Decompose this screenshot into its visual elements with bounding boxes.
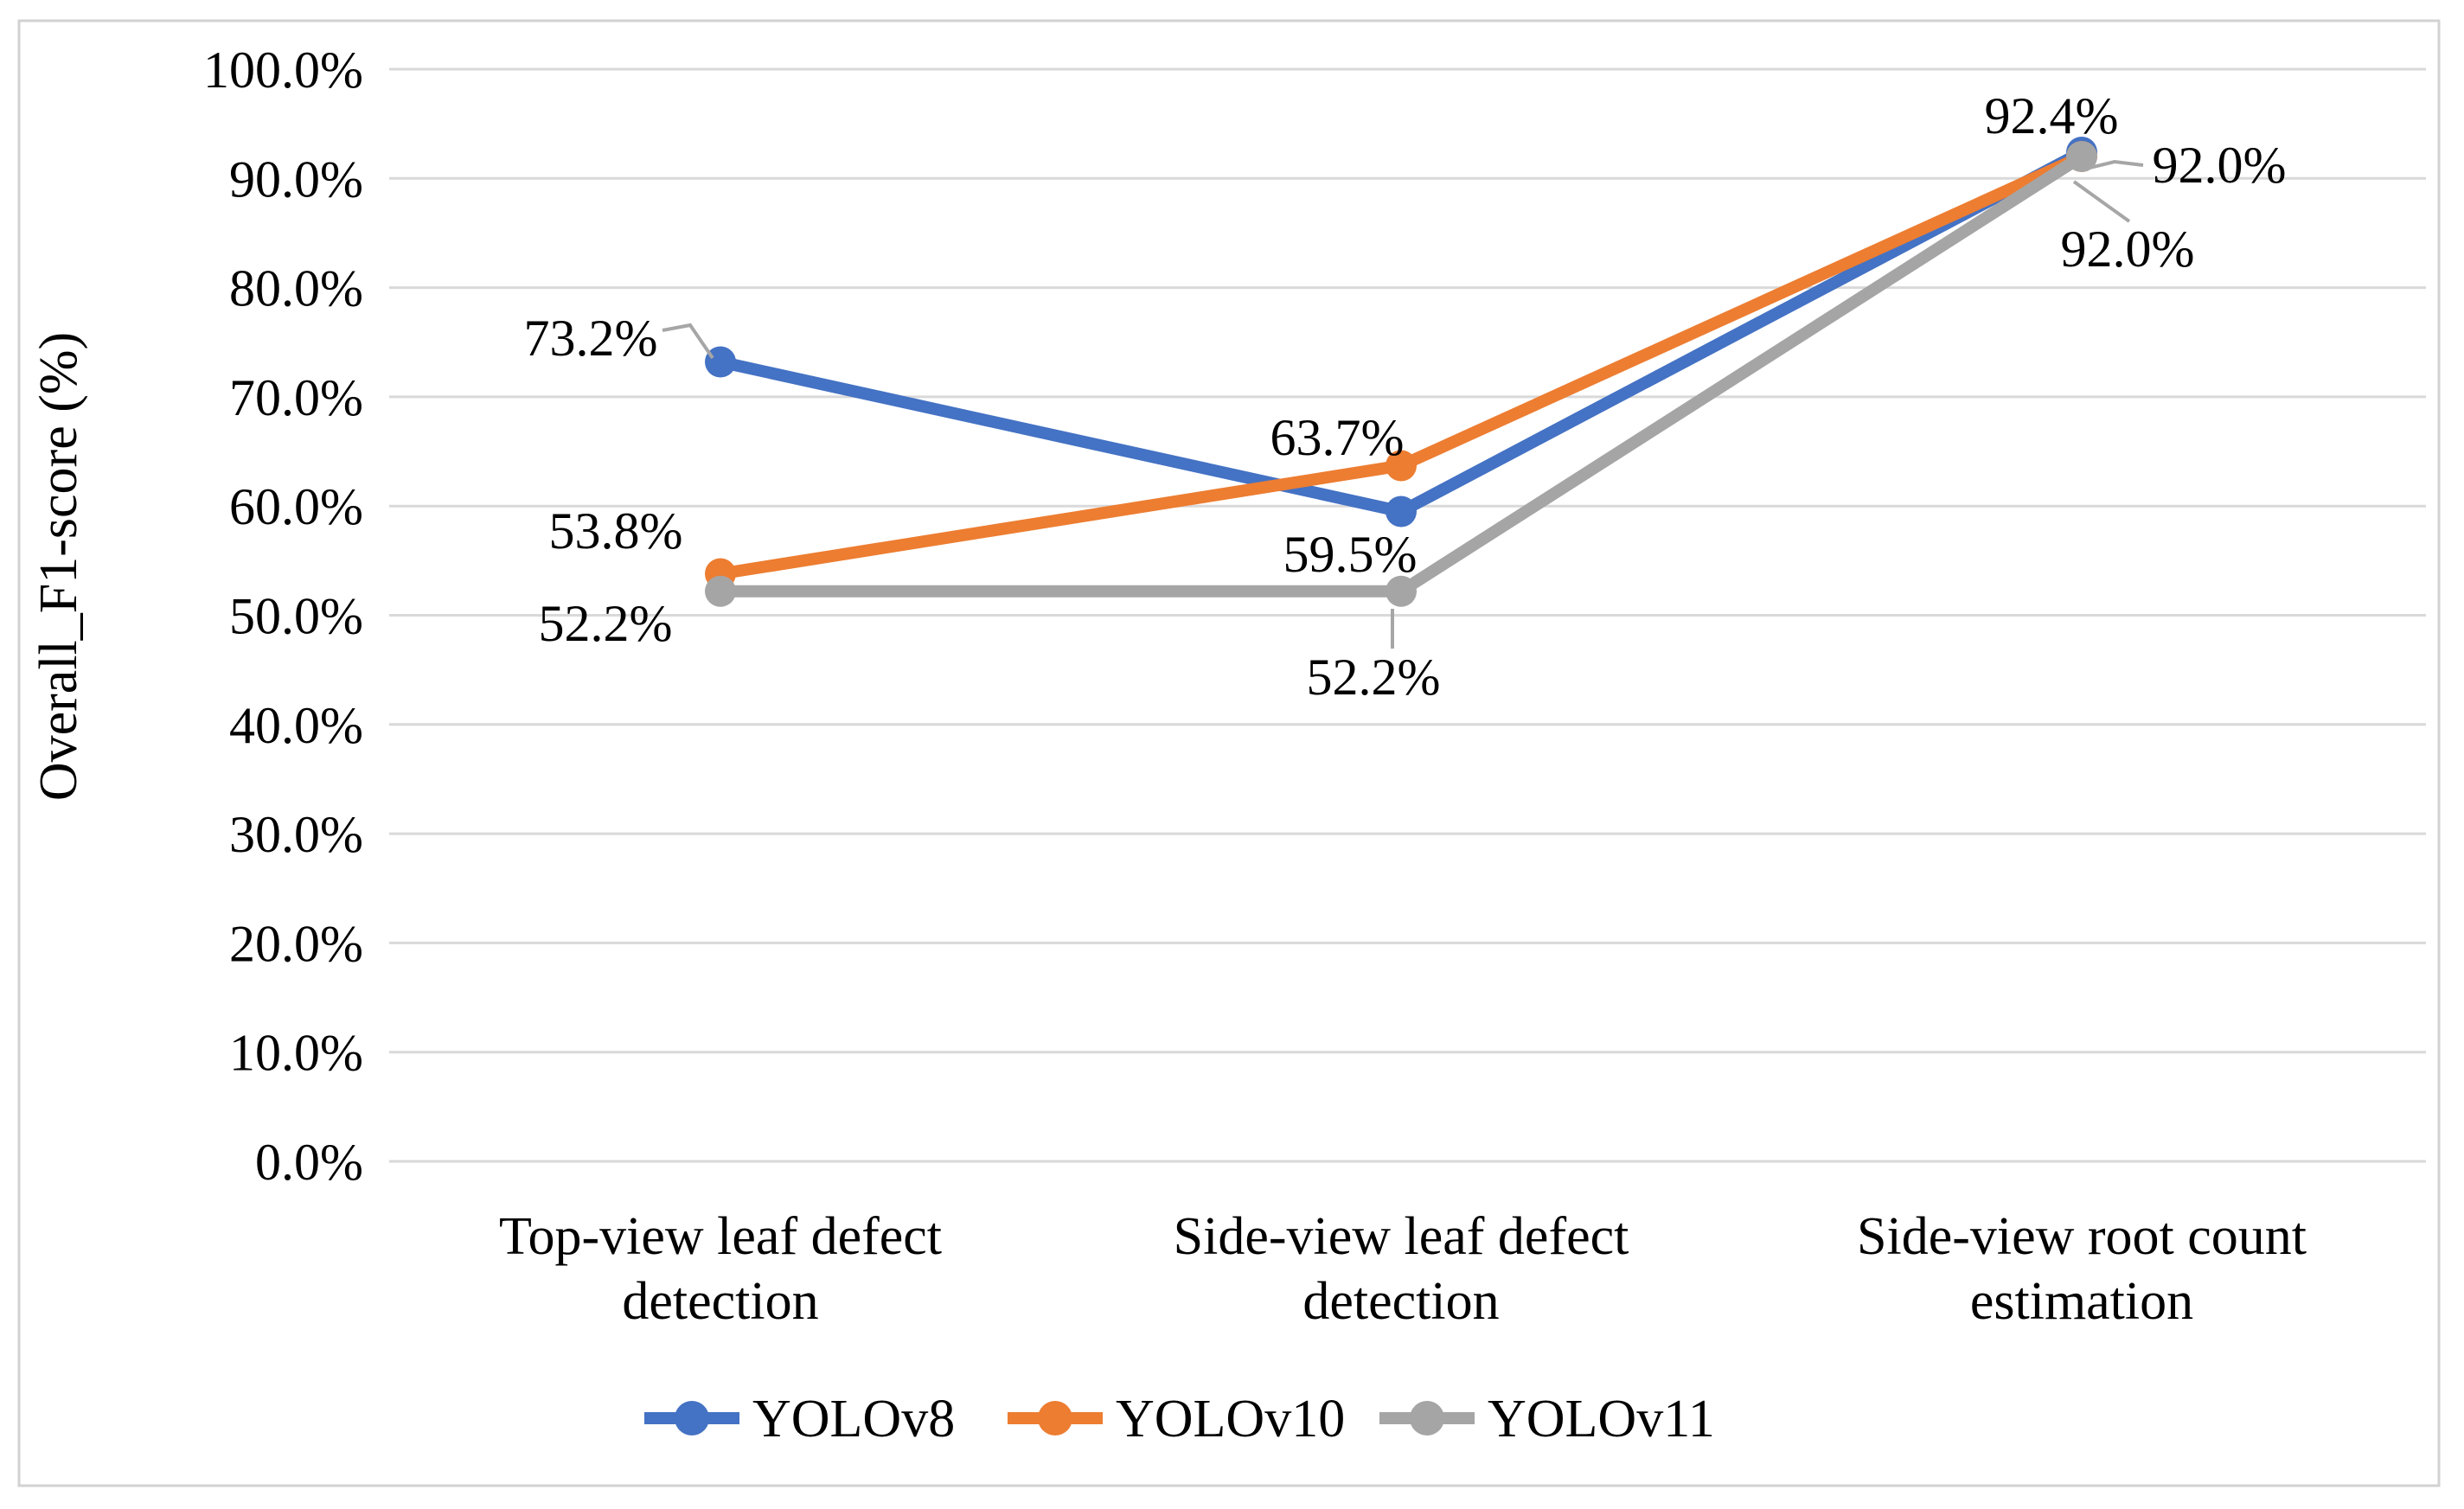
figure-border <box>17 19 2441 1487</box>
series-group <box>705 136 2097 607</box>
legend-marker-dot <box>1038 1401 1072 1435</box>
data-label-yolov10-2: 92.0% <box>2153 137 2287 194</box>
legend-label: YOLOv8 <box>752 1390 955 1448</box>
category-label: estimation <box>1970 1272 2193 1331</box>
marker-yolov10-1 <box>1386 450 1417 482</box>
data-label-yolov10-1: 63.7% <box>1270 409 1405 466</box>
marker-yolov11-0 <box>705 575 736 607</box>
marker-yolov11-1 <box>1386 575 1417 607</box>
legend-item-yolov11: YOLOv11 <box>1379 1390 1715 1448</box>
category-label: detection <box>1302 1272 1499 1331</box>
y-tick-label: 70.0% <box>229 369 363 426</box>
y-tick-label: 80.0% <box>229 260 363 317</box>
leader-line <box>662 323 714 360</box>
y-tick-label: 90.0% <box>229 150 363 208</box>
y-tick-label: 100.0% <box>203 42 363 99</box>
legend-label: YOLOv11 <box>1488 1390 1715 1448</box>
y-tick-label: 10.0% <box>229 1025 363 1082</box>
data-labels-group: 73.2% 59.5% 92.4% 53.8% 63.7% 92.0% 52.2% 52.2%… <box>524 87 2287 706</box>
marker-yolov11-2 <box>2066 141 2097 173</box>
category-label: detection <box>622 1272 818 1331</box>
gridlines-group <box>389 67 2426 1163</box>
marker-yolov8-1 <box>1386 496 1417 528</box>
leader-line <box>2082 159 2144 171</box>
leader-lines-group <box>662 159 2144 649</box>
marker-yolov8-0 <box>705 346 736 378</box>
y-tick-label: 30.0% <box>229 806 363 863</box>
y-tick-label: 40.0% <box>229 697 363 754</box>
y-tick-label: 50.0% <box>229 588 363 645</box>
legend-group: YOLOv8 YOLOv10 YOLOv11 <box>644 1390 1715 1448</box>
category-label: Top-view leaf defect <box>499 1207 942 1266</box>
y-tick-label: 0.0% <box>255 1134 363 1191</box>
legend-label: YOLOv10 <box>1116 1390 1345 1448</box>
legend-marker-dot <box>1410 1401 1444 1435</box>
data-label-yolov11-2: 92.0% <box>2061 221 2195 278</box>
data-label-yolov11-1: 52.2% <box>1307 649 1441 706</box>
category-label: Side-view root count <box>1857 1207 2307 1266</box>
data-label-yolov8-1: 59.5% <box>1283 526 1418 583</box>
legend-marker-dot <box>675 1401 709 1435</box>
leader-line <box>2072 180 2131 223</box>
category-label: Side-view leaf defect <box>1174 1207 1629 1266</box>
y-tick-label: 60.0% <box>229 478 363 535</box>
data-label-yolov10-0: 53.8% <box>549 502 683 559</box>
legend-item-yolov10: YOLOv10 <box>1008 1390 1345 1448</box>
category-labels-group: Top-view leaf defect detection Side-view l… <box>499 1207 2307 1331</box>
data-label-yolov8-0: 73.2% <box>524 310 658 367</box>
data-label-yolov11-0: 52.2% <box>539 595 673 652</box>
legend-item-yolov8: YOLOv8 <box>644 1390 955 1448</box>
data-label-yolov8-2: 92.4% <box>1985 87 2119 144</box>
y-axis-title: Overall_F1-score (%) <box>29 332 88 801</box>
y-tick-label: 20.0% <box>229 915 363 972</box>
y-tick-labels-group: 100.0% 90.0% 80.0% 70.0% 60.0% 50.0% 40.0% 30.0… <box>203 42 363 1191</box>
